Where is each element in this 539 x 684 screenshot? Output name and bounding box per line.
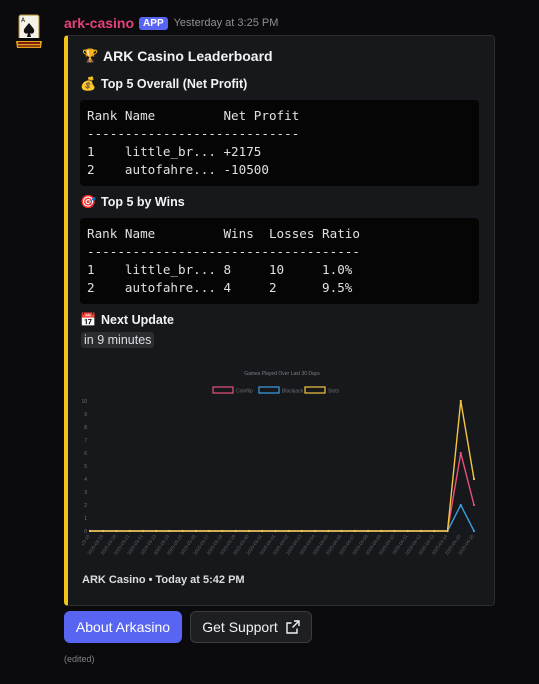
y-tick-label: 4 [84, 477, 87, 483]
legend-swatch-blackjack [258, 386, 280, 394]
series-point-slots [433, 529, 436, 533]
embed-title: 🏆 ARK Casino Leaderboard [82, 48, 273, 64]
target-icon: 🎯 [80, 194, 97, 209]
y-tick-label: 0 [84, 529, 87, 535]
get-support-label: Get Support [202, 619, 278, 635]
leaderboard-embed: 🏆 ARK Casino Leaderboard 💰 Top 5 Overall… [64, 35, 495, 606]
series-point-slots [102, 529, 105, 533]
field-name-wins: 🎯 Top 5 by Wins [80, 194, 185, 210]
series-point-blackjack [472, 529, 476, 533]
y-tick-label: 6 [84, 451, 87, 457]
series-line-slots [90, 400, 475, 532]
y-tick-label: 10 [82, 399, 87, 405]
y-tick-label: 1 [84, 516, 87, 522]
series-point-slots [340, 529, 343, 533]
series-point-slots [274, 529, 277, 533]
series-point-slots [168, 529, 171, 533]
edited-label: (edited) [64, 654, 95, 664]
series-point-slots [446, 529, 449, 533]
series-point-slots [261, 529, 264, 533]
series-point-slots [406, 529, 409, 533]
series-point-slots [472, 477, 476, 481]
username[interactable]: ark-casino [64, 15, 135, 31]
field-name-next-update-text: Next Update [101, 313, 174, 327]
next-update-value: in 9 minutes [81, 332, 155, 348]
series-point-slots [380, 529, 383, 533]
embed-title-text: ARK Casino Leaderboard [103, 48, 273, 64]
ark-casino-avatar-icon[interactable]: A [14, 14, 44, 50]
series-point-slots [287, 529, 290, 533]
series-point-slots [141, 529, 145, 533]
y-tick-label: 3 [84, 490, 87, 496]
series-point-slots [353, 529, 356, 533]
wins-code-block: Rank Name Wins Losses Ratio ------------… [80, 218, 479, 304]
trophy-icon: 🏆 [82, 48, 99, 63]
app-badge: APP [139, 16, 168, 30]
series-point-slots [234, 529, 237, 533]
external-link-icon [286, 620, 300, 634]
y-tick-label: 9 [84, 412, 87, 418]
series-point-blackjack [459, 503, 462, 507]
message-header: ark-casino APP Yesterday at 3:25 PM [64, 13, 278, 33]
calendar-icon: 📅 [80, 312, 97, 327]
series-point-slots [314, 529, 317, 533]
chart-title: Games Played Over Last 30 Days [244, 371, 320, 377]
y-tick-label: 8 [84, 425, 87, 431]
series-point-slots [459, 399, 462, 403]
about-arkasino-button[interactable]: About Arkasino [64, 611, 182, 643]
legend-label-blackjack: Blackjack [282, 389, 304, 395]
overall-code-block: Rank Name Net Profit -------------------… [80, 100, 479, 186]
y-tick-label: 5 [84, 464, 87, 470]
series-point-slots [327, 529, 330, 533]
series-point-slots [366, 529, 370, 533]
legend-label-slots: Slots [328, 389, 340, 395]
y-tick-label: 2 [84, 503, 87, 509]
series-point-coinflip [472, 503, 476, 507]
money-bag-icon: 💰 [80, 76, 97, 91]
series-point-slots [181, 529, 184, 533]
legend-label-coinflip: Coinflip [236, 389, 253, 395]
y-tick-label: 7 [84, 438, 87, 444]
series-point-slots [221, 529, 224, 533]
series-point-slots [88, 529, 92, 533]
series-line-coinflip [90, 452, 475, 532]
legend-swatch-slots [304, 386, 326, 394]
message-timestamp[interactable]: Yesterday at 3:25 PM [173, 17, 279, 29]
series-point-slots [300, 529, 303, 533]
legend-swatch-coinflip [212, 386, 234, 394]
field-name-overall-text: Top 5 Overall (Net Profit) [101, 77, 248, 91]
series-point-slots [208, 529, 211, 533]
series-point-slots [194, 529, 198, 533]
series-point-coinflip [459, 451, 462, 455]
series-line-blackjack [90, 504, 475, 532]
series-point-slots [393, 529, 396, 533]
field-name-wins-text: Top 5 by Wins [101, 195, 185, 209]
field-name-next-update: 📅 Next Update [80, 312, 174, 328]
series-point-slots [155, 529, 158, 533]
series-point-slots [128, 529, 131, 533]
embed-footer: ARK Casino • Today at 5:42 PM [82, 574, 245, 586]
series-point-slots [247, 529, 250, 533]
get-support-button[interactable]: Get Support [190, 611, 312, 643]
field-name-overall: 💰 Top 5 Overall (Net Profit) [80, 76, 247, 92]
svg-text:A: A [21, 17, 26, 24]
series-point-slots [115, 529, 118, 533]
series-point-slots [419, 529, 423, 533]
games-played-chart[interactable]: Games Played Over Last 30 Days Coinflip Bl… [82, 366, 482, 571]
